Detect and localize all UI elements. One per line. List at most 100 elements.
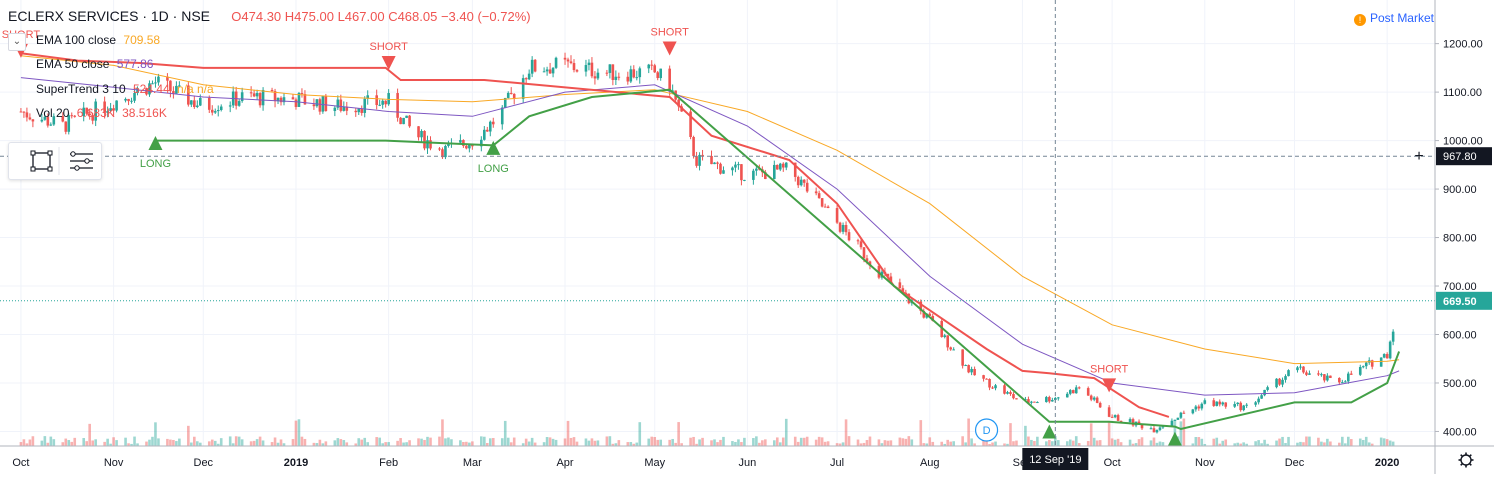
volume-bar — [650, 436, 654, 446]
volume-bar — [922, 443, 926, 446]
candle-body — [255, 93, 259, 97]
volume-bar — [626, 442, 630, 446]
volume-bar — [1338, 442, 1341, 446]
volume-bar — [1281, 436, 1284, 446]
volume-bar — [291, 439, 295, 446]
candle-body — [659, 68, 662, 79]
settings-lines-icon[interactable] — [70, 151, 93, 171]
volume-bar — [1065, 441, 1069, 446]
ohlc-high: H475.00 — [284, 9, 334, 24]
legend-ema50-value: 577.86 — [116, 57, 154, 71]
candle-body — [605, 72, 609, 74]
candle-body — [402, 117, 405, 125]
rectangle-icon[interactable] — [30, 150, 53, 172]
volume-bar — [1161, 442, 1165, 446]
volume-bar — [566, 420, 570, 446]
volume-bar — [483, 436, 486, 446]
short-signal-marker — [662, 41, 677, 56]
volume-bar — [1323, 442, 1326, 446]
candle-body — [500, 107, 504, 125]
long-signal-marker — [486, 140, 501, 155]
volume-bar — [154, 422, 157, 446]
candle-body — [199, 97, 202, 106]
candle-body — [982, 375, 985, 379]
gear-icon[interactable] — [1458, 452, 1474, 468]
candle-body — [614, 76, 618, 80]
candle-body — [638, 68, 642, 78]
post-market-status[interactable]: ! Post Market — [1353, 11, 1434, 26]
candle-body — [405, 115, 408, 118]
x-tick-label: 2019 — [284, 457, 308, 469]
volume-bar — [548, 437, 552, 446]
volume-bar — [752, 438, 755, 446]
last-price-label: 669.50 — [1443, 296, 1477, 308]
candle-body — [133, 93, 136, 101]
candle-body — [796, 176, 800, 186]
volume-bar — [28, 439, 32, 446]
volume-bar — [1086, 440, 1090, 446]
candle-body — [743, 179, 746, 181]
candle-body — [462, 140, 465, 146]
candle-body — [1341, 382, 1344, 384]
volume-bar — [1275, 440, 1278, 446]
volume-bar — [1071, 440, 1075, 446]
candle-body — [444, 145, 447, 158]
candle-body — [503, 97, 507, 108]
candle-body — [1263, 389, 1266, 396]
candle-body — [1068, 390, 1072, 394]
volume-bar — [491, 437, 495, 446]
candle-body — [1308, 373, 1311, 375]
volume-bar — [207, 441, 211, 446]
candle-body — [1224, 402, 1228, 407]
volume-bar — [408, 440, 411, 446]
long-signal-marker — [148, 136, 163, 151]
candle-body — [650, 64, 654, 66]
volume-bar — [1179, 421, 1183, 446]
gear-tooth — [1460, 462, 1464, 466]
candle-body — [1242, 405, 1245, 411]
legend-ema100[interactable]: EMA 100 close 709.58 — [36, 33, 160, 47]
volume-bar — [345, 442, 349, 446]
y-tick-label: 700.00 — [1443, 281, 1477, 293]
candle-body — [1077, 387, 1081, 389]
legend-supertrend[interactable]: SuperTrend 3 10 524.44 n/a n/a — [36, 82, 214, 96]
candle-body — [826, 206, 830, 209]
post-market-label: Post Market — [1369, 11, 1434, 25]
volume-bar — [276, 442, 280, 446]
candle-body — [773, 164, 776, 180]
volume-bar — [844, 419, 848, 446]
volume-bar — [1027, 436, 1030, 446]
candle-body — [52, 116, 56, 125]
volume-bar — [1245, 443, 1248, 446]
volume-bar — [148, 439, 151, 446]
volume-bar — [823, 441, 827, 446]
volume-bar — [985, 437, 988, 446]
candle-body — [1012, 394, 1015, 399]
candle-body — [324, 95, 328, 112]
legend-ema50[interactable]: EMA 50 close 577.86 — [36, 57, 153, 71]
candle-body — [339, 99, 343, 111]
candle-body — [237, 101, 241, 106]
candle-body — [28, 117, 32, 120]
candle-body — [483, 129, 486, 140]
chevron-down-icon[interactable]: ⌄ — [8, 33, 26, 51]
candle-body — [417, 126, 420, 138]
symbol-title[interactable]: ECLERX SERVICES · 1D · NSE — [8, 8, 211, 24]
candle-body — [1119, 420, 1123, 422]
volume-bar — [734, 441, 737, 446]
volume-bar — [1095, 440, 1099, 446]
volume-bar — [471, 441, 474, 446]
candle-body — [778, 163, 782, 170]
legend-volume[interactable]: Vol 20 6.683K 38.516K — [36, 106, 167, 120]
volume-bar — [835, 443, 839, 446]
candle-body — [847, 232, 851, 241]
candle-body — [994, 385, 997, 389]
legend-ema50-label: EMA 50 close — [36, 57, 110, 71]
volume-bar — [1284, 443, 1287, 446]
volume-bar — [1391, 441, 1395, 446]
candle-body — [67, 115, 71, 132]
candle-body — [859, 241, 863, 248]
volume-bar — [1317, 437, 1320, 446]
